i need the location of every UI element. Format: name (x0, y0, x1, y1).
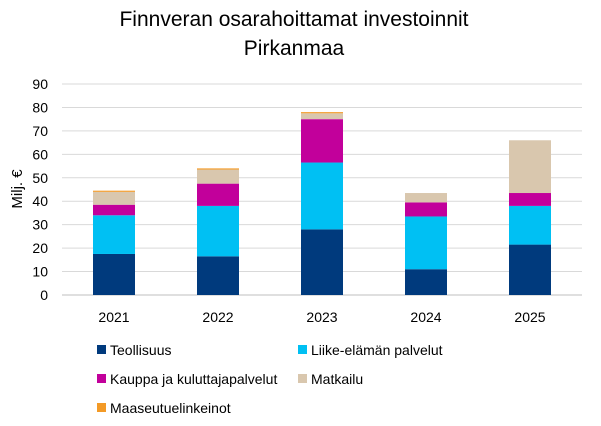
x-tick-label: 2024 (410, 309, 441, 325)
y-tick-label: 10 (32, 264, 48, 280)
x-tick-label: 2023 (306, 309, 337, 325)
bar-segment (197, 183, 239, 206)
legend-label: Teollisuus (110, 342, 171, 358)
legend-label: Maaseutuelinkeinot (110, 400, 231, 416)
bar-segment (93, 191, 135, 205)
bar-segment (509, 140, 551, 194)
bar-segment (301, 112, 343, 114)
legend-swatch (97, 403, 106, 412)
bar-segment (301, 229, 343, 295)
legend-swatch (97, 345, 106, 354)
bar-segment (93, 190, 135, 192)
bar-segment (93, 204, 135, 216)
bar-segment (509, 205, 551, 245)
bar-segment (301, 113, 343, 120)
x-tick-label: 2021 (98, 309, 129, 325)
bar-segment (197, 256, 239, 295)
chart-title-line-1: Finnveran osarahoittamat investoinnit (119, 8, 468, 31)
legend-swatch (298, 374, 307, 383)
bar-segment (509, 244, 551, 295)
y-tick-label: 90 (32, 76, 48, 92)
y-tick-label: 40 (32, 193, 48, 209)
bar-segment (301, 119, 343, 163)
legend: Teollisuus Liike-elämän palvelut Kauppa ja… (97, 342, 443, 416)
y-tick-label: 30 (32, 217, 48, 233)
bar-segment (197, 169, 239, 184)
bar-segment (93, 215, 135, 254)
x-tick-labels: 2021 2022 2023 2024 2025 (98, 309, 545, 325)
legend-swatch (298, 345, 307, 354)
bar-segment (197, 168, 239, 170)
bar-segment (509, 193, 551, 206)
bar-segment (405, 269, 447, 295)
bar-segment (405, 216, 447, 270)
bar-segment (405, 193, 447, 203)
y-tick-labels: 0 10 20 30 40 50 60 70 80 90 (32, 76, 48, 303)
x-tick-label: 2025 (514, 309, 545, 325)
legend-label: Liike-elämän palvelut (311, 342, 443, 358)
legend-swatch (97, 374, 106, 383)
bar-segment (197, 205, 239, 257)
y-tick-label: 70 (32, 123, 48, 139)
bar-segment (301, 162, 343, 230)
x-tick-label: 2022 (202, 309, 233, 325)
y-tick-label: 60 (32, 146, 48, 162)
y-axis-label: Milj. € (9, 169, 26, 209)
legend-label: Matkailu (311, 371, 363, 387)
y-tick-label: 20 (32, 240, 48, 256)
y-tick-label: 0 (40, 287, 48, 303)
chart-title-line-2: Pirkanmaa (244, 37, 345, 60)
bar-segment (405, 202, 447, 217)
bar-segment (93, 253, 135, 295)
bars (93, 112, 551, 295)
y-tick-label: 50 (32, 170, 48, 186)
y-tick-label: 80 (32, 99, 48, 115)
legend-label: Kauppa ja kuluttajapalvelut (110, 371, 277, 387)
